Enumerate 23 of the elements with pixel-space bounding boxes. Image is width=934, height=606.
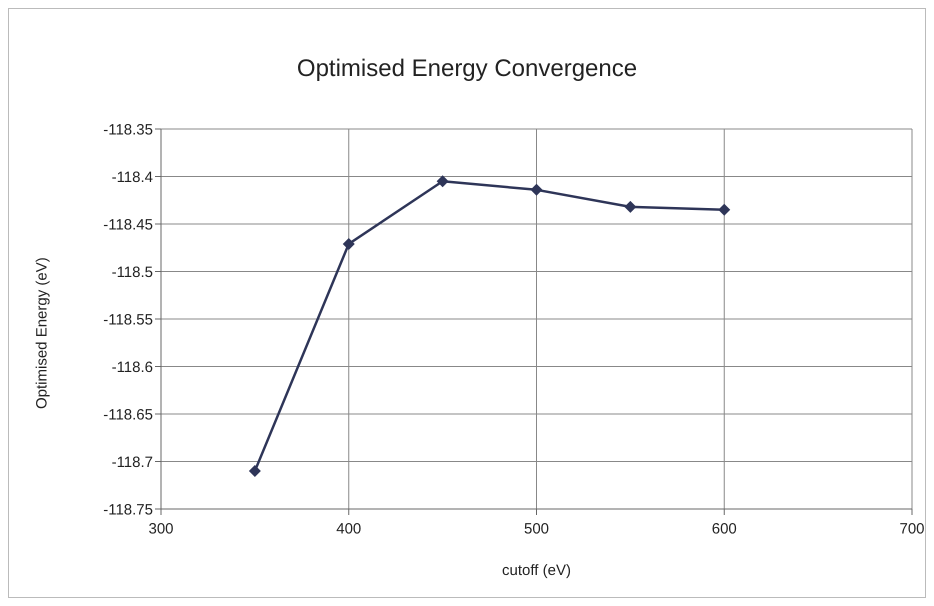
x-tick-label: 300: [148, 520, 174, 538]
point: [530, 184, 542, 196]
y-tick-label: -118.6: [112, 358, 153, 376]
point: [436, 175, 449, 188]
y-tick-label: -118.4: [112, 168, 153, 186]
y-tick-label: -118.45: [103, 216, 153, 234]
point: [624, 200, 636, 213]
y-axis-title: Optimised Energy (eV): [33, 257, 50, 409]
x-axis-title: cutoff (eV): [502, 562, 571, 579]
point: [718, 204, 730, 216]
y-tick-label: -118.75: [103, 501, 153, 518]
y-tick-label: -118.5: [112, 264, 153, 281]
x-tick-label: 500: [524, 520, 550, 538]
y-tick-label: -118.35: [103, 121, 153, 138]
y-tick-label: -118.55: [103, 311, 153, 328]
x-tick-label: 700: [899, 520, 925, 538]
x-tick-label: 400: [336, 520, 362, 538]
point: [248, 465, 261, 477]
y-tick-label: -118.65: [103, 406, 153, 424]
point: [342, 238, 355, 250]
y-tick-label: -118.7: [112, 454, 153, 471]
chart-title: Optimised Energy Convergence: [296, 55, 638, 83]
x-tick-label: 600: [712, 520, 737, 538]
